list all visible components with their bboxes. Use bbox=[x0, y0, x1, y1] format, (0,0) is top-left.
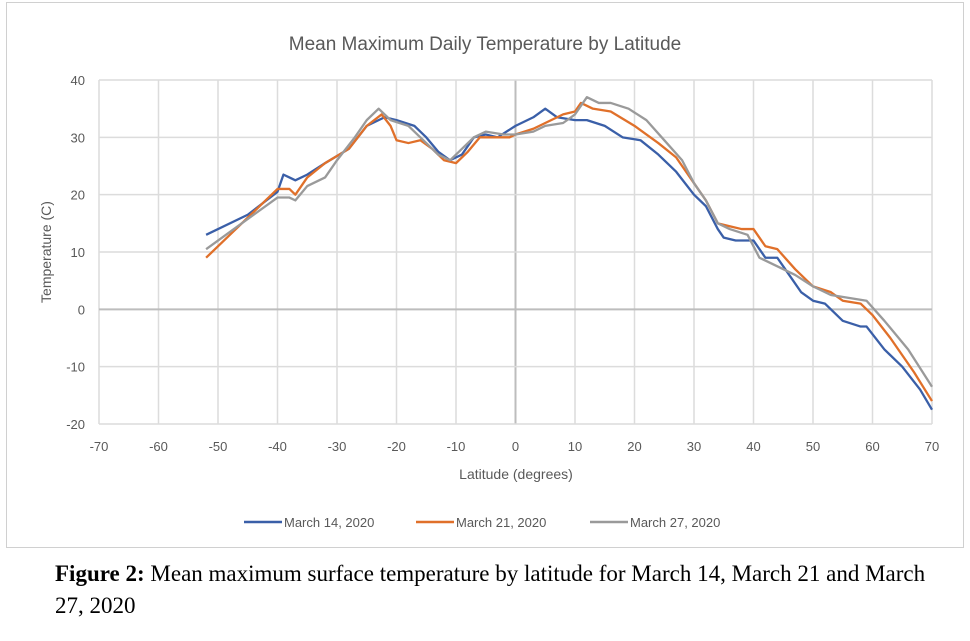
legend-label: March 21, 2020 bbox=[456, 515, 546, 530]
x-tick-label: -30 bbox=[328, 439, 347, 454]
series-line bbox=[205, 107, 933, 411]
x-tick-label: 20 bbox=[627, 439, 641, 454]
series-line bbox=[205, 101, 933, 402]
x-tick-label: -10 bbox=[447, 439, 466, 454]
y-tick-label: 40 bbox=[71, 73, 85, 88]
x-tick-label: 40 bbox=[746, 439, 760, 454]
y-tick-label: 0 bbox=[78, 302, 85, 317]
x-tick-label: 10 bbox=[568, 439, 582, 454]
x-tick-label: 0 bbox=[512, 439, 519, 454]
x-tick-label: 70 bbox=[925, 439, 939, 454]
x-tick-label: 60 bbox=[865, 439, 879, 454]
x-tick-label: -40 bbox=[268, 439, 287, 454]
x-tick-label: -50 bbox=[209, 439, 228, 454]
line-chart: -70 -60 -50 -40 -30 -20 -10 0 10 20 30 40 50 60 70 -20 -… bbox=[38, 34, 939, 530]
legend-label: March 27, 2020 bbox=[630, 515, 720, 530]
x-tick-label: 30 bbox=[687, 439, 701, 454]
y-tick-label: -20 bbox=[66, 417, 85, 432]
y-tick-label: 10 bbox=[71, 245, 85, 260]
x-tick-label: -70 bbox=[90, 439, 109, 454]
y-axis-label: Temperature (C) bbox=[38, 201, 54, 303]
series-line bbox=[205, 96, 933, 388]
x-tick-label: -20 bbox=[387, 439, 406, 454]
x-tick-label: 50 bbox=[806, 439, 820, 454]
caption-label: Figure 2: bbox=[55, 561, 145, 586]
y-tick-label: -10 bbox=[66, 360, 85, 375]
chart-title: Mean Maximum Daily Temperature by Latitu… bbox=[289, 34, 682, 55]
legend-label: March 14, 2020 bbox=[284, 515, 374, 530]
chart-frame bbox=[6, 2, 964, 548]
x-tick-label: -60 bbox=[149, 439, 168, 454]
figure-caption: Figure 2: Mean maximum surface temperatu… bbox=[55, 558, 935, 622]
y-tick-label: 30 bbox=[71, 130, 85, 145]
x-axis-label: Latitude (degrees) bbox=[459, 466, 573, 482]
y-tick-label: 20 bbox=[71, 188, 85, 203]
caption-text: Mean maximum surface temperature by lati… bbox=[55, 561, 926, 618]
